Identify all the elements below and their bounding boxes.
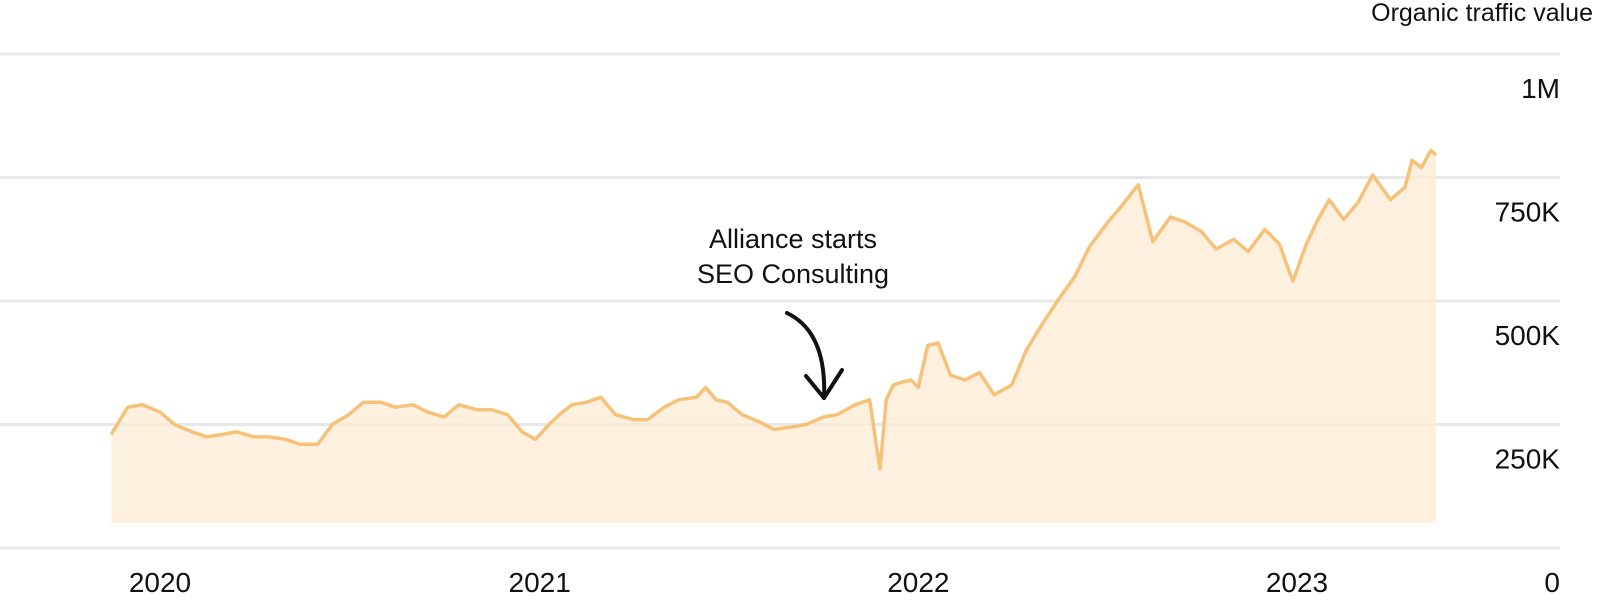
y-axis-label: Organic traffic value — [1371, 0, 1593, 27]
y-tick-label: 750K — [1495, 197, 1561, 228]
x-tick-label: 2021 — [509, 567, 571, 598]
annotation: Alliance starts SEO Consulting — [697, 224, 889, 400]
y-tick-label: 1M — [1521, 73, 1560, 104]
annotation-line-1: Alliance starts — [709, 224, 877, 254]
annotation-line-2: SEO Consulting — [697, 259, 889, 289]
annotation-arrow-shaft — [785, 311, 827, 400]
x-tick-label: 2020 — [129, 567, 191, 598]
x-tick-labels: 2020 2021 2022 2023 — [129, 567, 1328, 598]
y-tick-label: 0 — [1544, 567, 1560, 598]
y-tick-labels: 1M 750K 500K 250K 0 — [1495, 73, 1561, 598]
y-tick-label: 500K — [1495, 320, 1561, 351]
x-tick-label: 2022 — [887, 567, 949, 598]
y-tick-label: 250K — [1495, 444, 1561, 475]
annotation-arrow-head — [804, 368, 844, 400]
series-line — [109, 148, 1438, 471]
x-tick-label: 2023 — [1266, 567, 1328, 598]
series-area — [111, 150, 1437, 524]
